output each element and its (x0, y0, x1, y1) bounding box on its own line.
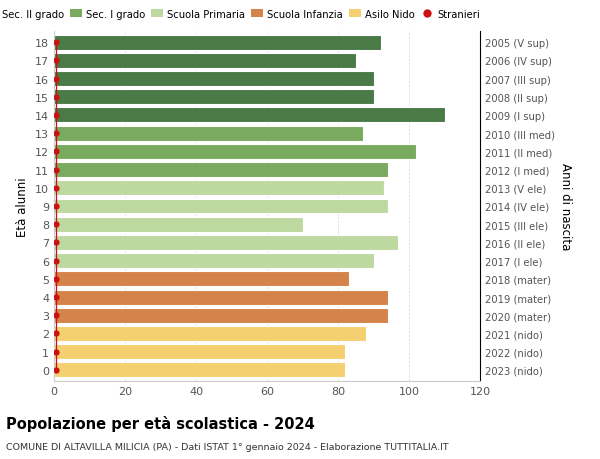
Bar (54, 308, 388, 323)
Text: COMUNE DI ALTAVILLA MILICIA (PA) - Dati ISTAT 1° gennaio 2024 - Elaborazione TUT: COMUNE DI ALTAVILLA MILICIA (PA) - Dati … (6, 442, 449, 451)
Bar (54, 145, 416, 159)
Bar (54, 72, 373, 87)
Bar (54, 90, 373, 105)
Bar (54, 217, 302, 232)
Bar (54, 36, 380, 50)
Bar (54, 272, 349, 287)
Bar (54, 344, 345, 359)
Legend: Sec. II grado, Sec. I grado, Scuola Primaria, Scuola Infanzia, Asilo Nido, Stran: Sec. II grado, Sec. I grado, Scuola Prim… (0, 6, 484, 24)
Y-axis label: Età alunni: Età alunni (16, 177, 29, 236)
Bar (54, 163, 388, 178)
Y-axis label: Anni di nascita: Anni di nascita (559, 163, 572, 250)
Bar (54, 199, 388, 214)
Bar (54, 254, 373, 269)
Bar (54, 126, 363, 141)
Bar (54, 326, 367, 341)
Bar (54, 108, 445, 123)
Text: Popolazione per età scolastica - 2024: Popolazione per età scolastica - 2024 (6, 415, 315, 431)
Bar (54, 290, 388, 305)
Bar (54, 181, 384, 196)
Bar (54, 235, 398, 250)
Bar (54, 363, 345, 377)
Bar (54, 54, 356, 69)
